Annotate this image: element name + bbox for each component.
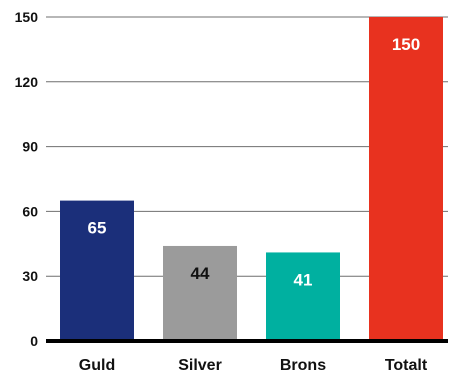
bar-totalt (369, 17, 443, 341)
y-tick-label-120: 120 (15, 74, 39, 90)
x-axis-category-labels: Guld Silver Brons Totalt (79, 357, 428, 374)
x-tick-label-silver: Silver (178, 357, 222, 374)
x-tick-label-brons: Brons (280, 357, 326, 374)
y-tick-label-30: 30 (22, 268, 38, 284)
x-tick-label-totalt: Totalt (385, 357, 428, 374)
bar-guld (60, 200, 134, 341)
y-tick-label-90: 90 (22, 139, 38, 155)
x-tick-label-guld: Guld (79, 357, 115, 374)
data-label-guld: 65 (88, 219, 107, 238)
data-label-brons: 41 (294, 270, 313, 289)
bar-silver (163, 245, 237, 341)
data-label-silver: 44 (191, 264, 210, 283)
y-tick-label-0: 0 (30, 333, 38, 349)
bar-brons (266, 252, 340, 341)
data-label-totalt: 150 (392, 35, 420, 54)
y-tick-label-150: 150 (15, 9, 39, 25)
y-axis-tick-labels: 0 30 60 90 120 150 (15, 9, 39, 349)
data-labels: 65 44 41 150 (88, 35, 421, 289)
y-tick-label-60: 60 (22, 203, 38, 219)
bars (60, 17, 443, 341)
